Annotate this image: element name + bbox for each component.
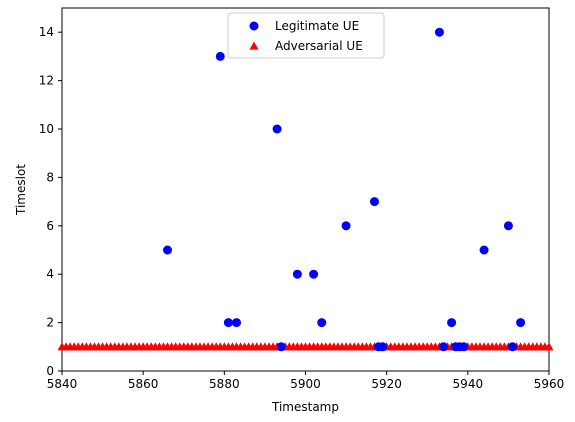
legitimate-point xyxy=(503,221,513,231)
legend-legitimate-label: Legitimate UE xyxy=(275,19,359,33)
legitimate-point xyxy=(163,245,173,255)
y-tick-label: 0 xyxy=(46,364,54,378)
y-tick-label: 2 xyxy=(46,316,54,330)
legitimate-point xyxy=(447,318,457,328)
legitimate-point xyxy=(292,269,302,279)
legend: Legitimate UE Adversarial UE xyxy=(227,12,385,59)
legitimate-point xyxy=(434,27,444,37)
marks-layer xyxy=(57,27,554,352)
legend-box xyxy=(227,12,385,59)
legitimate-point xyxy=(215,51,225,61)
legend-legitimate-marker xyxy=(249,21,259,31)
x-axis-label: Timestamp xyxy=(271,400,339,414)
legitimate-point xyxy=(438,342,448,352)
y-axis-label: Timeslot xyxy=(14,164,28,216)
x-tick-label: 5960 xyxy=(534,377,565,391)
legitimate-point xyxy=(309,269,319,279)
legend-adversarial-label: Adversarial UE xyxy=(275,39,363,53)
legitimate-point xyxy=(479,245,489,255)
x-tick-label: 5900 xyxy=(290,377,321,391)
y-tick-label: 12 xyxy=(39,74,54,88)
legitimate-point xyxy=(317,318,327,328)
legend-adversarial-marker xyxy=(249,41,259,50)
y-tick-label: 4 xyxy=(46,267,54,281)
legitimate-point xyxy=(341,221,351,231)
legitimate-point xyxy=(272,124,282,134)
legitimate-point xyxy=(516,318,526,328)
x-tick-label: 5940 xyxy=(453,377,484,391)
x-tick-label: 5880 xyxy=(209,377,240,391)
y-tick-label: 8 xyxy=(46,170,54,184)
legitimate-point xyxy=(378,342,388,352)
plot-frame xyxy=(61,7,550,372)
legitimate-point xyxy=(507,342,517,352)
legitimate-point xyxy=(276,342,286,352)
legitimate-point xyxy=(232,318,242,328)
x-tick-label: 5840 xyxy=(47,377,78,391)
legitimate-point xyxy=(223,318,233,328)
x-tick-label: 5920 xyxy=(371,377,402,391)
x-tick-label: 5860 xyxy=(128,377,159,391)
adversarial-point xyxy=(544,342,554,351)
y-tick-label: 14 xyxy=(39,25,54,39)
legitimate-point xyxy=(459,342,469,352)
axes-layer: 5840 5860 5880 5900 5920 5940 5960 0 2 4 6 8 10 12 14 xyxy=(39,7,565,391)
legitimate-point xyxy=(369,197,379,207)
y-tick-label: 10 xyxy=(39,122,54,136)
y-tick-label: 6 xyxy=(46,219,54,233)
